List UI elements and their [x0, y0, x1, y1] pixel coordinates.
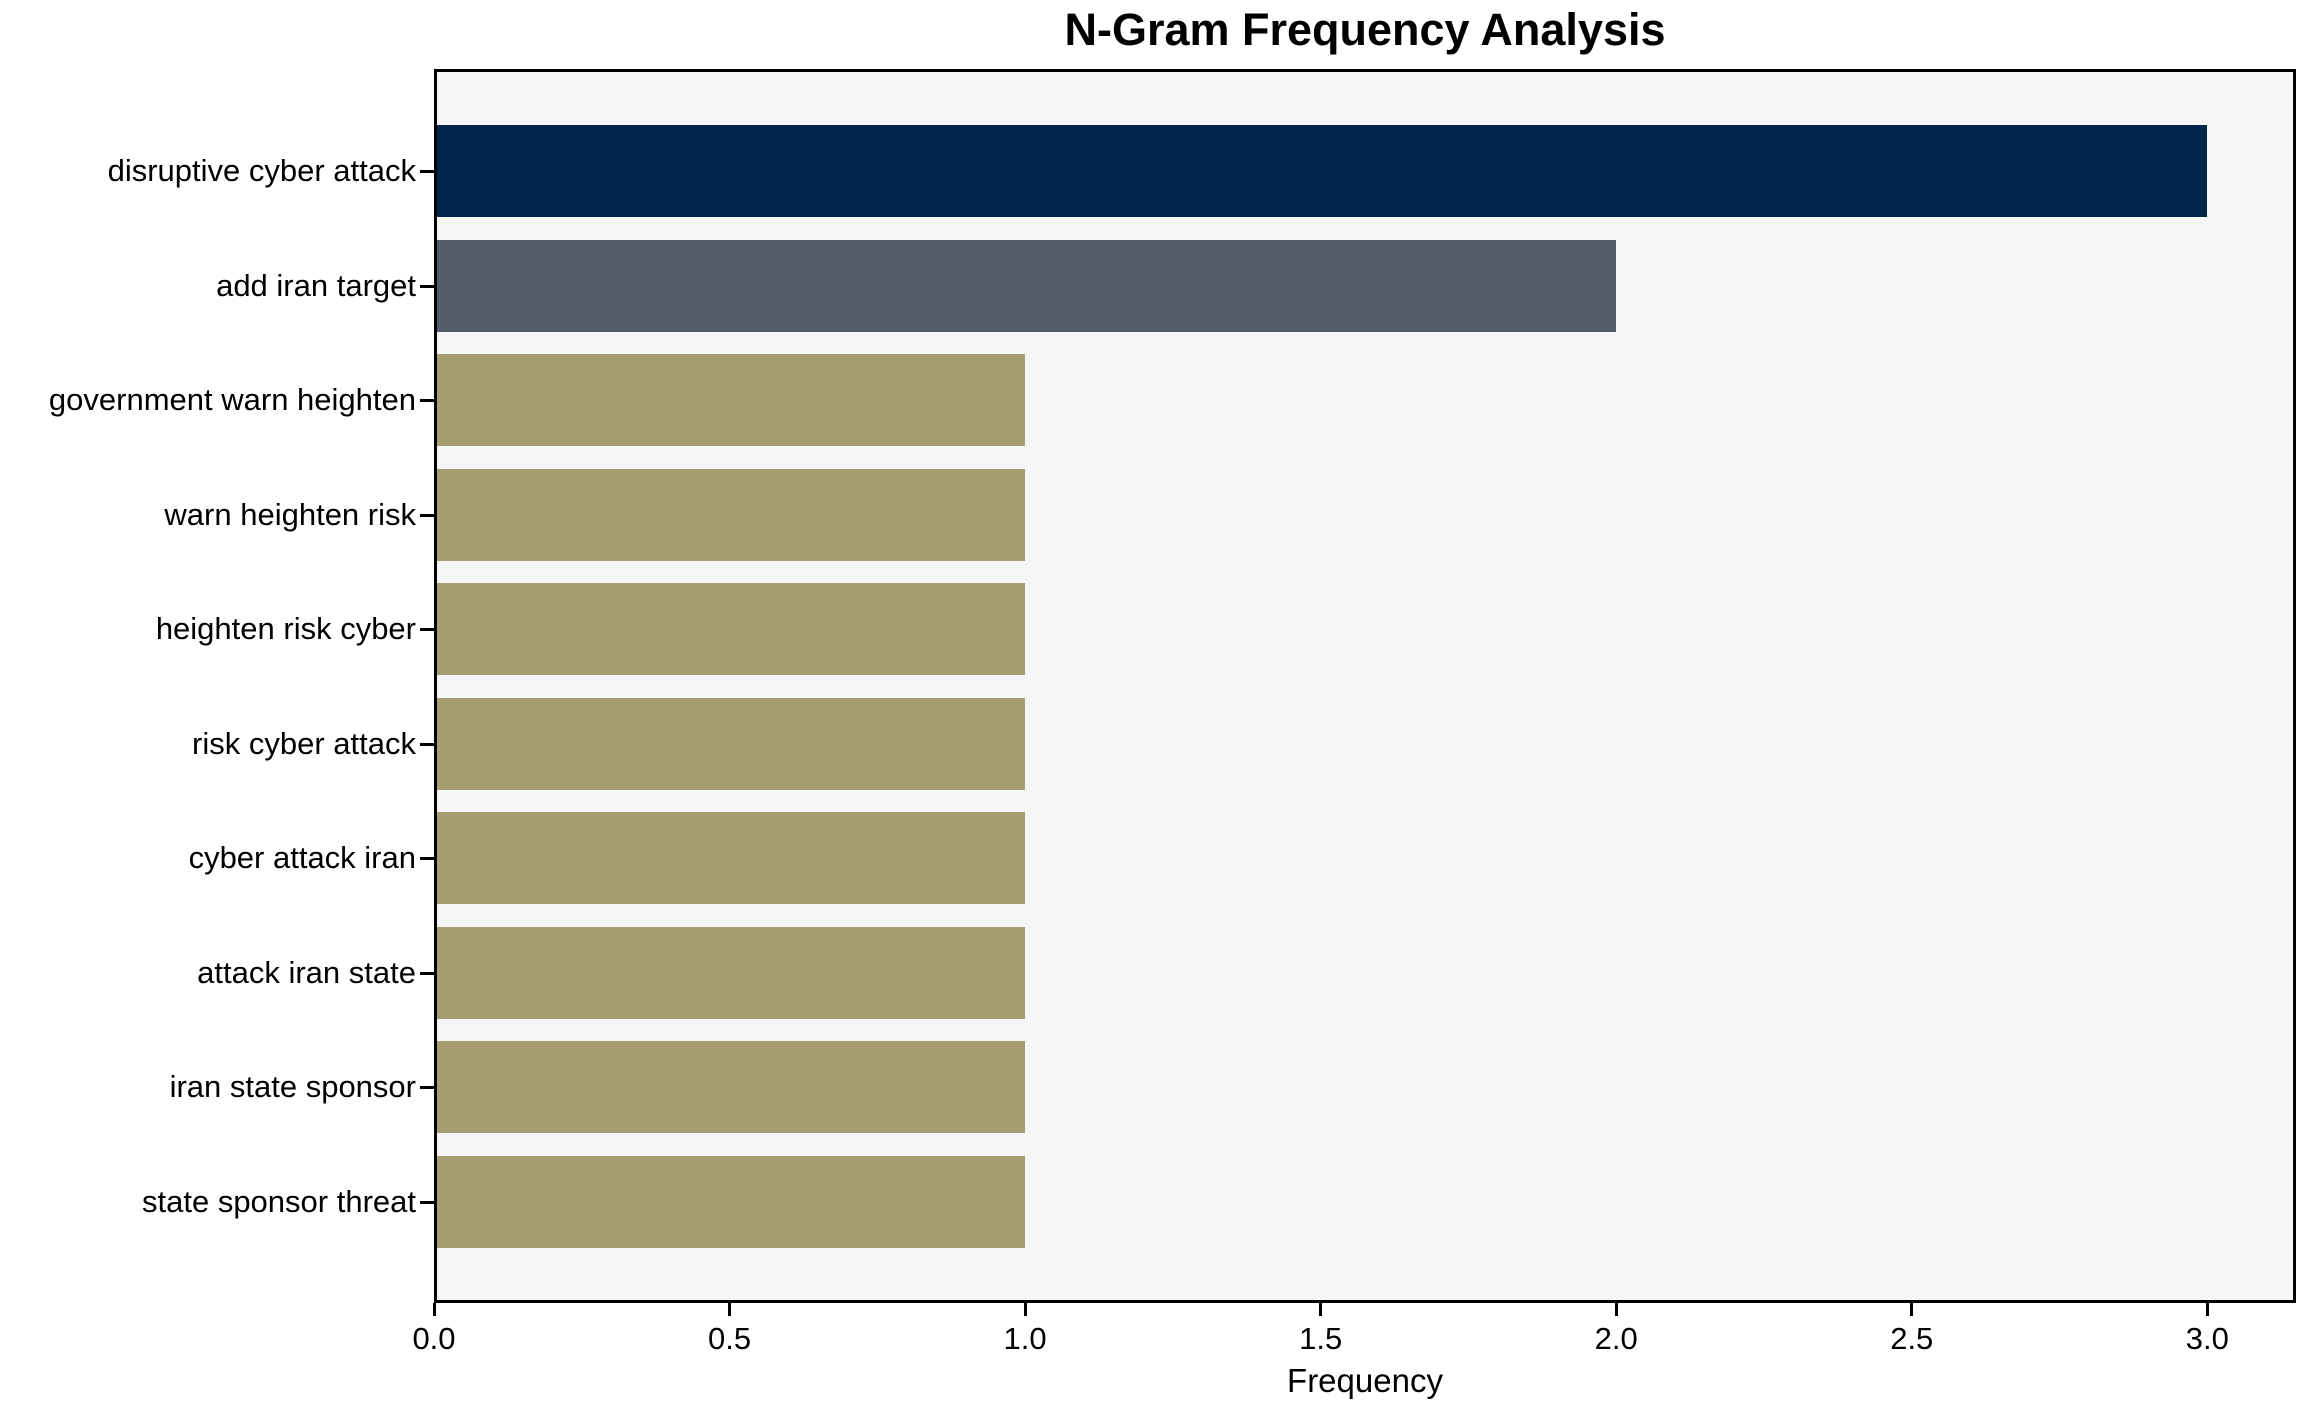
bar-risk-cyber-attack: [437, 697, 1026, 790]
bar-add-iran-target: [437, 239, 1617, 332]
bar-government-warn-heighten: [437, 354, 1026, 446]
y-tick-mark: [420, 857, 434, 860]
bar-attack-iran-state: [437, 926, 1026, 1019]
y-tick-mark: [420, 513, 434, 517]
bar-iran-state-sponsor: [437, 1041, 1026, 1133]
bar-cyber-attack-iran: [437, 812, 1026, 904]
y-tick-label: cyber attack iran: [188, 840, 416, 875]
bar-disruptive-cyber-attack: [437, 125, 2208, 217]
y-tick-mark: [420, 742, 434, 746]
y-tick-label: disruptive cyber attack: [107, 153, 416, 188]
y-tick-label: iran state sponsor: [169, 1069, 416, 1104]
plot-area: [434, 69, 2296, 1303]
y-tick-label: attack iran state: [197, 954, 416, 990]
y-tick-label: warn heighten risk: [164, 496, 416, 532]
x-tick-mark: [1319, 1303, 1323, 1316]
x-tick-mark: [2205, 1303, 2209, 1316]
y-tick-mark: [420, 628, 434, 631]
x-axis-label: Frequency: [1287, 1362, 1443, 1399]
y-tick-label: state sponsor threat: [142, 1183, 416, 1219]
y-tick-mark: [420, 971, 434, 975]
x-tick-mark: [1910, 1303, 1914, 1316]
x-tick-mark: [1614, 1303, 1618, 1316]
x-tick-label: 1.5: [1299, 1321, 1343, 1356]
x-tick-mark: [1023, 1303, 1027, 1316]
y-tick-mark: [420, 284, 434, 288]
x-tick-label: 0.0: [412, 1321, 456, 1356]
y-tick-label: risk cyber attack: [192, 725, 416, 761]
bar-warn-heighten-risk: [437, 468, 1026, 561]
y-tick-label: add iran target: [216, 267, 416, 303]
x-tick-label: 2.0: [1594, 1321, 1638, 1356]
y-tick-mark: [420, 1200, 434, 1204]
y-tick-mark: [420, 170, 434, 173]
y-tick-mark: [420, 1086, 434, 1089]
x-tick-label: 2.5: [1890, 1321, 1934, 1356]
bar-heighten-risk-cyber: [437, 583, 1026, 675]
y-tick-label: government warn heighten: [48, 382, 416, 417]
y-tick-label: heighten risk cyber: [155, 611, 416, 646]
x-tick-mark: [432, 1303, 436, 1316]
x-tick-label: 1.0: [1003, 1321, 1047, 1356]
x-tick-label: 0.5: [707, 1321, 752, 1356]
bar-state-sponsor-threat: [437, 1155, 1026, 1248]
x-tick-mark: [728, 1303, 732, 1316]
x-tick-label: 3.0: [2185, 1321, 2229, 1356]
y-tick-mark: [420, 399, 434, 402]
chart-title: N-Gram Frequency Analysis: [1064, 4, 1666, 55]
